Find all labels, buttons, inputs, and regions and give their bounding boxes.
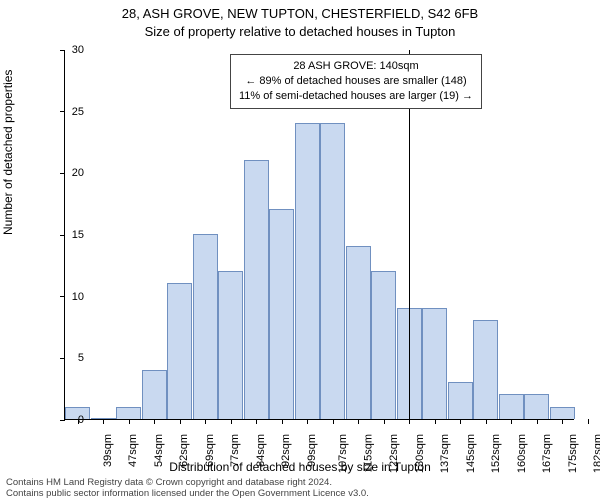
x-tick <box>205 419 206 424</box>
histogram-bar <box>499 394 524 419</box>
x-tick-label: 92sqm <box>280 434 292 467</box>
y-tick-label: 5 <box>54 352 84 364</box>
x-tick-label: 167sqm <box>541 434 553 473</box>
info-line-2: ← 89% of detached houses are smaller (14… <box>239 74 473 89</box>
x-tick-label: 182sqm <box>592 434 600 473</box>
x-tick-label: 137sqm <box>439 434 451 473</box>
x-tick-label: 130sqm <box>414 434 426 473</box>
x-tick <box>460 419 461 424</box>
x-tick <box>537 419 538 424</box>
histogram-bar <box>167 283 192 419</box>
footer-copyright-2: Contains public sector information licen… <box>6 488 369 499</box>
histogram-bar <box>473 320 498 419</box>
chart-title: 28, ASH GROVE, NEW TUPTON, CHESTERFIELD,… <box>0 6 600 21</box>
info-line-1: 28 ASH GROVE: 140sqm <box>239 59 473 74</box>
x-tick <box>435 419 436 424</box>
x-tick <box>154 419 155 424</box>
x-tick <box>409 419 410 424</box>
histogram-bar <box>550 407 575 419</box>
histogram-bar <box>295 123 320 419</box>
x-tick-label: 152sqm <box>490 434 502 473</box>
chart-container: 28, ASH GROVE, NEW TUPTON, CHESTERFIELD,… <box>0 0 600 500</box>
x-tick-label: 84sqm <box>255 434 267 467</box>
histogram-bar <box>524 394 549 419</box>
y-tick-label: 15 <box>54 229 84 241</box>
histogram-bar <box>448 382 473 419</box>
histogram-bar <box>218 271 243 419</box>
y-tick-label: 30 <box>54 44 84 56</box>
histogram-bar <box>142 370 167 419</box>
x-tick-label: 39sqm <box>102 434 114 467</box>
x-tick <box>384 419 385 424</box>
y-axis-label: Number of detached properties <box>1 70 15 235</box>
y-tick-label: 0 <box>54 414 84 426</box>
histogram-bar <box>320 123 345 419</box>
x-tick <box>256 419 257 424</box>
footer-copyright-1: Contains HM Land Registry data © Crown c… <box>6 477 332 488</box>
info-box: 28 ASH GROVE: 140sqm ← 89% of detached h… <box>230 54 482 109</box>
x-tick-label: 122sqm <box>388 434 400 473</box>
x-tick-label: 175sqm <box>567 434 579 473</box>
x-tick <box>180 419 181 424</box>
x-tick <box>588 419 589 424</box>
histogram-bar <box>371 271 396 419</box>
x-tick-label: 54sqm <box>153 434 165 467</box>
histogram-bar <box>116 407 141 419</box>
histogram-bar <box>193 234 218 419</box>
x-tick-label: 107sqm <box>337 434 349 473</box>
y-tick-label: 25 <box>54 106 84 118</box>
info-line-3: 11% of semi-detached houses are larger (… <box>239 89 473 104</box>
x-axis-label: Distribution of detached houses by size … <box>0 460 600 474</box>
x-tick-label: 145sqm <box>465 434 477 473</box>
x-tick <box>486 419 487 424</box>
chart-subtitle: Size of property relative to detached ho… <box>0 24 600 39</box>
x-tick <box>511 419 512 424</box>
histogram-bar <box>422 308 447 419</box>
x-tick-label: 62sqm <box>178 434 190 467</box>
y-tick-label: 20 <box>54 167 84 179</box>
x-tick-label: 115sqm <box>362 434 374 472</box>
x-tick-label: 99sqm <box>306 434 318 467</box>
x-tick <box>358 419 359 424</box>
x-tick <box>231 419 232 424</box>
x-tick-label: 69sqm <box>204 434 216 467</box>
y-tick-label: 10 <box>54 291 84 303</box>
x-tick <box>282 419 283 424</box>
histogram-bar <box>346 246 371 419</box>
x-tick-label: 160sqm <box>516 434 528 473</box>
histogram-bar <box>244 160 269 419</box>
x-tick-label: 77sqm <box>229 434 241 467</box>
x-tick <box>307 419 308 424</box>
x-tick-label: 47sqm <box>127 434 139 467</box>
x-tick <box>333 419 334 424</box>
histogram-bar <box>269 209 294 419</box>
x-tick <box>129 419 130 424</box>
x-tick <box>562 419 563 424</box>
x-tick <box>103 419 104 424</box>
